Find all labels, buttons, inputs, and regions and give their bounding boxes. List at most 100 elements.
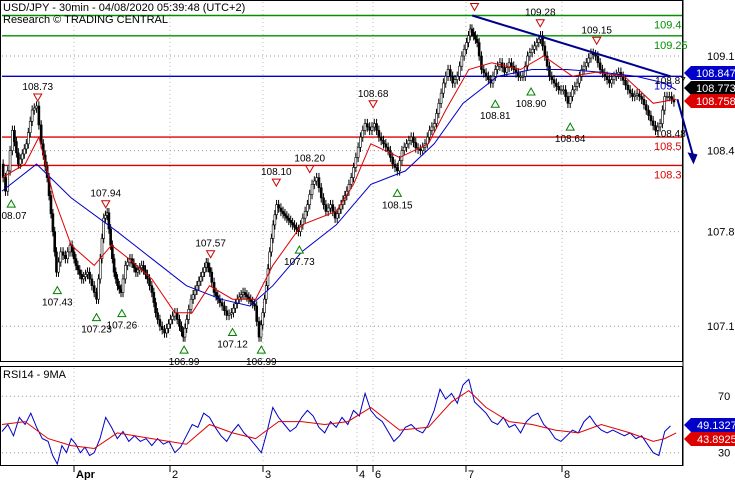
candle-body [331, 204, 335, 212]
candle-body [178, 319, 181, 327]
candle-body [100, 238, 104, 259]
candle-body [610, 79, 613, 84]
candle-body [356, 146, 360, 158]
sell-marker-icon [271, 178, 282, 188]
candle-body [474, 35, 477, 40]
pivot-label: 108.68 [358, 89, 389, 100]
candle-body [663, 96, 667, 111]
candle-body [220, 302, 224, 307]
candle-body [354, 157, 358, 168]
candle-body [308, 194, 312, 205]
y-tick-label: 108.4 [707, 146, 735, 158]
buy-marker-icon [490, 99, 501, 108]
candle-body [293, 224, 296, 228]
pivot-label: 108.90 [516, 99, 547, 110]
candle-body [191, 294, 195, 300]
candle-body [171, 315, 174, 320]
candle-body [326, 207, 330, 212]
pivot-label: 108.20 [294, 154, 325, 165]
candle-body [234, 303, 237, 309]
candle-body [17, 152, 20, 165]
candle-body [268, 251, 271, 270]
price-tag-label: 108.758 [696, 96, 735, 108]
candle-body [407, 140, 411, 145]
candle-body [281, 211, 285, 214]
candle-body [533, 45, 536, 50]
candle-body [102, 217, 106, 239]
candle-body [526, 55, 529, 67]
candle-body [322, 197, 325, 205]
candle-body [18, 158, 22, 165]
candle-body [535, 42, 539, 47]
candle-body [208, 267, 212, 273]
candle-body [72, 251, 76, 259]
pivot-label: 107.57 [195, 239, 226, 250]
candle-body [4, 177, 7, 192]
candle-body [232, 307, 235, 314]
pivot-label: 108.64 [555, 134, 586, 145]
candle-body [313, 180, 316, 185]
candle-body [349, 177, 353, 185]
candle-body [453, 79, 457, 84]
candle-body [185, 319, 188, 329]
buy-marker-icon [52, 285, 63, 295]
candle-body [263, 298, 266, 314]
buy-marker-icon [256, 345, 267, 354]
candle-body [480, 55, 483, 70]
candle-body [425, 136, 429, 145]
candle-body [61, 251, 65, 256]
candle-body [86, 271, 89, 275]
candle-body [97, 278, 100, 300]
candle-body [396, 167, 399, 172]
candle-body [259, 324, 263, 338]
pivot-label: 107.26 [107, 321, 138, 332]
candle-body [158, 319, 162, 327]
candle-body [28, 121, 32, 133]
candle-body [32, 107, 36, 111]
candle-body [230, 312, 233, 315]
candle-body [361, 130, 365, 138]
candle-body [114, 271, 118, 280]
sell-marker-icon [368, 100, 378, 109]
candle-body [273, 214, 277, 226]
candle-body [15, 141, 18, 154]
candle-body [64, 255, 67, 259]
candle-body [255, 305, 259, 322]
sell-marker-icon [32, 93, 43, 103]
candle-body [419, 148, 422, 151]
candle-body [243, 292, 247, 296]
ma-slow-line [1, 69, 677, 307]
candle-body [635, 93, 639, 96]
candle-body [668, 96, 671, 98]
candle-body [455, 76, 459, 80]
candle-body [270, 238, 273, 253]
candle-body [428, 130, 431, 138]
x-tick-label: 4 [359, 469, 365, 480]
candle-body [386, 146, 390, 151]
pivot-label: 109.15 [581, 25, 612, 36]
candle-body [150, 285, 154, 293]
rsi-value-tag [684, 432, 735, 446]
candle-body [160, 325, 164, 330]
candle-body [66, 251, 69, 259]
candle-body [631, 92, 634, 97]
price-tag [684, 94, 735, 108]
pivot-label: 108.73 [22, 82, 53, 93]
candle-body [543, 45, 547, 57]
candle-body [389, 150, 392, 158]
level-value-label: 108.87 [655, 76, 686, 87]
candle-body [670, 96, 673, 100]
candle-body [571, 89, 574, 97]
candle-body [370, 126, 374, 131]
candle-body [124, 265, 127, 280]
candle-body [462, 48, 466, 57]
candle-body [335, 213, 339, 219]
candle-body [552, 79, 556, 84]
candle-body [30, 109, 34, 122]
sell-marker-icon [591, 36, 602, 46]
pivot-label: 107.12 [217, 340, 248, 351]
candle-body [460, 55, 464, 67]
candle-body [421, 146, 424, 151]
candle-body [647, 109, 650, 116]
candle-body [503, 67, 506, 73]
